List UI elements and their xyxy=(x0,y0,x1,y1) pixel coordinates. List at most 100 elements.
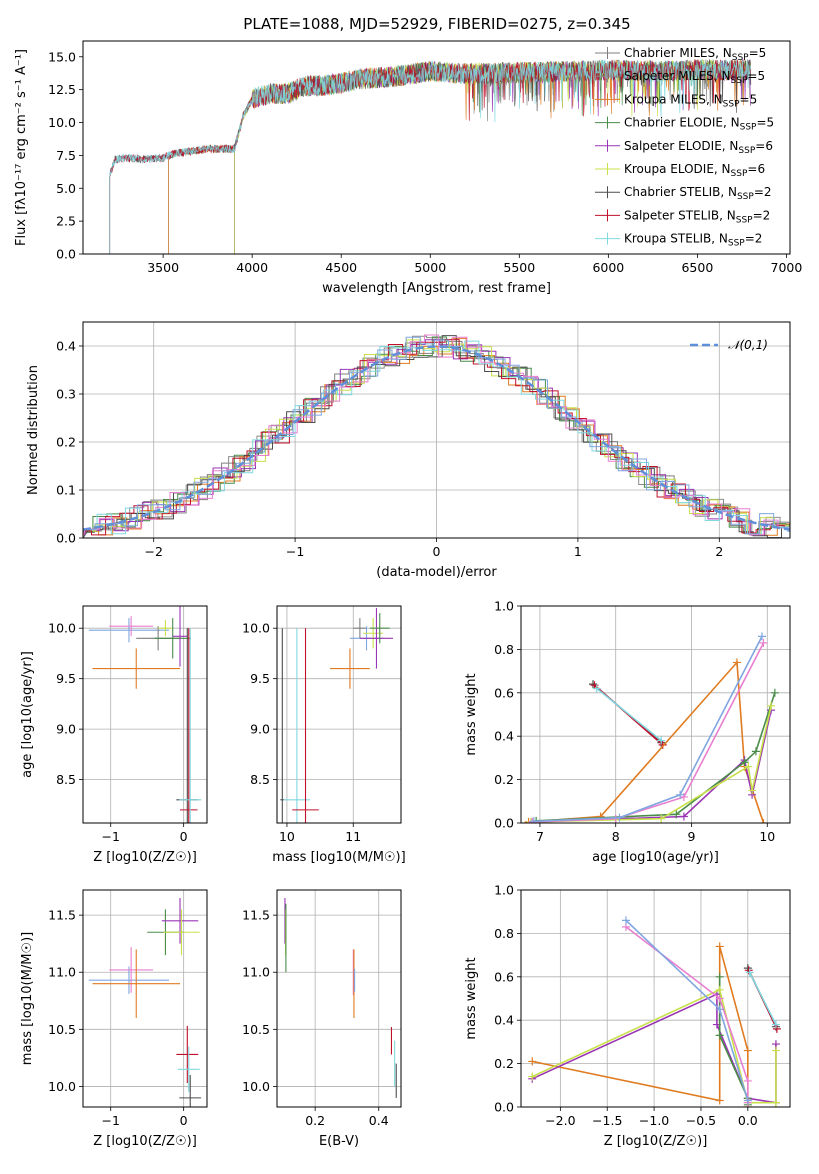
plot-area xyxy=(88,606,202,823)
y-tick-label: 7.5 xyxy=(56,148,76,163)
x-tick-label: −2.0 xyxy=(545,1113,575,1128)
mass-vs-extinction-panel: 0.2 0.4 10.0 10.5 11.0 11.5 E(B-V) xyxy=(242,889,402,1149)
spectrum-series-line xyxy=(109,59,752,254)
x-tick-label: 9 xyxy=(688,829,696,844)
plus-marker xyxy=(743,1046,752,1055)
plus-marker xyxy=(732,658,741,667)
plot-area xyxy=(83,334,790,538)
y-tick-label: 1.0 xyxy=(494,599,514,614)
y-tick-label: 11.0 xyxy=(242,965,270,980)
legend-entry: Salpeter STELIB, NSSP=2 xyxy=(624,208,770,225)
plus-marker xyxy=(715,1005,724,1014)
x-tick-label: 4500 xyxy=(325,260,357,275)
y-tick-label: 0.0 xyxy=(494,1100,514,1115)
legend-label-tail: =5 xyxy=(756,116,774,130)
legend-label-main: Kroupa STELIB, N xyxy=(624,232,728,246)
plus-marker xyxy=(743,1096,752,1105)
x-tick-label: 0.4 xyxy=(369,1113,389,1128)
y-tick-label: 5.0 xyxy=(56,181,76,196)
plot-area xyxy=(280,608,394,823)
y-tick-label: 0.4 xyxy=(494,729,514,744)
x-axis-label: E(B-V) xyxy=(319,1134,359,1149)
y-tick-label: 0.2 xyxy=(56,435,76,450)
plot-area xyxy=(284,897,397,1098)
y-tick-label: 0.0 xyxy=(56,531,76,546)
plus-marker xyxy=(751,747,760,756)
plus-marker xyxy=(767,701,776,710)
y-tick-label: 9.0 xyxy=(250,722,270,737)
y-tick-label: 10.0 xyxy=(242,1079,270,1094)
plus-marker xyxy=(740,758,749,767)
y-axis-label: Flux [fλ10⁻¹⁷ erg cm⁻² s⁻¹ A⁻¹] xyxy=(14,49,29,246)
legend-label-main: Kroupa MILES, N xyxy=(624,92,723,106)
plus-marker xyxy=(529,817,538,823)
legend-entry: Chabrier STELIB, NSSP=2 xyxy=(624,185,772,202)
x-tick-label: 6500 xyxy=(681,260,713,275)
plus-marker xyxy=(757,632,766,641)
histogram-series xyxy=(83,335,790,538)
legend-label-main: Chabrier MILES, N xyxy=(624,46,732,60)
x-axis-label: Z [log10(Z/Z☉)] xyxy=(93,1134,197,1149)
figure-title: PLATE=1088, MJD=52929, FIBERID=0275, z=0… xyxy=(243,15,630,33)
histogram-series xyxy=(83,340,790,538)
x-tick-label: 0 xyxy=(433,544,441,559)
plus-marker xyxy=(588,680,597,689)
plot-frame xyxy=(520,889,791,1108)
histogram-series xyxy=(83,337,790,538)
weight-series-line xyxy=(528,660,765,823)
plus-marker xyxy=(715,1031,724,1040)
y-tick-label: 15.0 xyxy=(48,49,76,64)
y-tick-label: 10.0 xyxy=(48,621,76,636)
legend-entry: Chabrier ELODIE, NSSP=5 xyxy=(624,116,774,133)
plus-marker xyxy=(657,814,666,823)
x-tick-label: −0.5 xyxy=(686,1113,716,1128)
y-tick-label: 0.8 xyxy=(494,642,514,657)
x-axis-label: (data-model)/error xyxy=(376,565,497,580)
plus-marker xyxy=(715,994,724,1003)
legend-label-tail: =5 xyxy=(740,92,758,106)
x-tick-label: 3500 xyxy=(147,260,179,275)
x-tick-label: 4000 xyxy=(236,260,268,275)
plus-marker xyxy=(771,1046,780,1055)
weight-series-line xyxy=(748,972,777,1025)
normal-reference-curve xyxy=(83,345,790,531)
y-axis-label: mass [log10(M/M☉)] xyxy=(20,932,35,1065)
y-tick-label: 10.5 xyxy=(48,1022,76,1037)
legend-entry: 𝒩(0,1) xyxy=(728,338,768,352)
weight-series-line xyxy=(536,692,776,822)
plus-marker xyxy=(715,942,724,951)
legend-entry: Chabrier MILES, NSSP=5 xyxy=(624,46,766,63)
plot-area xyxy=(528,916,781,1107)
x-tick-label: 5500 xyxy=(503,260,535,275)
y-tick-label: 0.1 xyxy=(56,483,76,498)
weight-series-line xyxy=(625,926,749,1103)
legend-label-tail: =5 xyxy=(749,46,767,60)
y-tick-label: 9.5 xyxy=(56,671,76,686)
y-tick-label: 0.2 xyxy=(494,1056,514,1071)
spectrum-series-line xyxy=(109,59,752,254)
x-axis-label: Z [log10(Z/Z☉)] xyxy=(604,1134,708,1149)
x-tick-label: −1 xyxy=(286,544,304,559)
y-tick-label: 0.6 xyxy=(494,685,514,700)
y-tick-label: 0.0 xyxy=(494,816,514,831)
y-tick-label: 0.6 xyxy=(494,969,514,984)
plus-marker xyxy=(772,1024,781,1033)
plot-frame xyxy=(82,321,791,539)
y-tick-label: 0.0 xyxy=(56,247,76,262)
x-tick-label: 1 xyxy=(574,544,582,559)
plot-frame xyxy=(82,889,208,1108)
weight-series-line xyxy=(533,636,763,823)
plus-marker xyxy=(715,972,724,981)
histogram-series xyxy=(83,334,790,538)
x-tick-label: 8 xyxy=(612,829,620,844)
histogram-series xyxy=(83,336,790,538)
legend-label-main: Chabrier STELIB, N xyxy=(624,185,737,199)
y-tick-label: 9.5 xyxy=(250,671,270,686)
legend-label-main: Kroupa ELODIE, N xyxy=(624,162,731,176)
legend-label-tail: =5 xyxy=(747,69,765,83)
x-tick-label: 0.2 xyxy=(305,1113,325,1128)
y-tick-label: 10.0 xyxy=(48,1079,76,1094)
x-tick-label: −1 xyxy=(101,1113,119,1128)
plus-marker xyxy=(715,985,724,994)
plus-marker xyxy=(745,968,754,977)
